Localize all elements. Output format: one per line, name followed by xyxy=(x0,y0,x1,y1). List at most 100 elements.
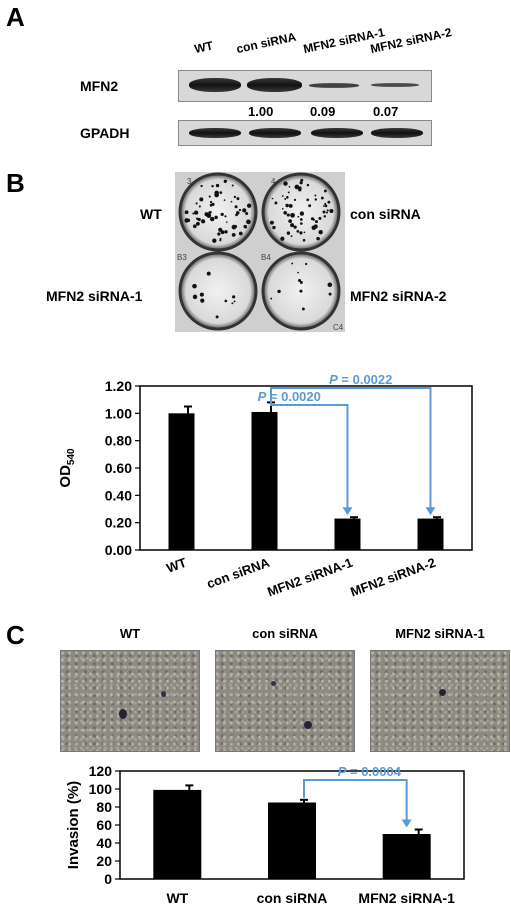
colony-dot xyxy=(199,292,204,297)
colony-dot xyxy=(288,219,293,223)
colony-dot xyxy=(192,212,195,215)
colony-dot xyxy=(272,225,276,230)
colony-dot xyxy=(274,201,278,205)
colony-dot xyxy=(284,198,287,200)
x-tick-label: con siRNA xyxy=(257,890,328,906)
colony-dot xyxy=(236,197,240,201)
image-label-con-sirna: con siRNA xyxy=(252,626,318,641)
colony-dot xyxy=(320,196,324,200)
y-tick-label: 80 xyxy=(96,799,112,815)
colony-dot xyxy=(326,209,329,212)
colony-dot xyxy=(286,213,290,217)
plate-mark: B3 xyxy=(177,253,187,262)
colony-dot xyxy=(198,205,201,208)
significance-arrowhead xyxy=(425,507,436,516)
colony-dot xyxy=(318,216,322,220)
plate-mark: 3 xyxy=(187,177,192,186)
colony-dot xyxy=(233,195,237,199)
colony-dot xyxy=(300,222,303,225)
colony-dot xyxy=(231,302,234,305)
bar-1 xyxy=(251,411,278,550)
colony-dot xyxy=(238,231,243,236)
p-value-label: P = 0.0022 xyxy=(329,372,392,387)
western-blot-mfn2 xyxy=(178,70,432,102)
stained-cell xyxy=(119,709,127,719)
well-label-mfn2-sirna-1: MFN2 siRNA-1 xyxy=(46,288,143,304)
colony-dot xyxy=(231,232,236,237)
colony-dot xyxy=(329,209,334,214)
colony-dot xyxy=(286,196,289,199)
ratio-con-sirna: 1.00 xyxy=(248,104,274,119)
colony-dot xyxy=(299,218,303,221)
colony-dot xyxy=(236,211,240,215)
significance-bracket xyxy=(270,387,432,510)
colony-dot xyxy=(297,215,300,218)
colony-dot xyxy=(281,207,284,210)
bar-3 xyxy=(417,518,444,550)
y-axis-label: Invasion (%) xyxy=(65,781,82,869)
significance-arrowhead xyxy=(401,819,412,828)
well-label-wt: WT xyxy=(140,206,162,222)
well-label-con-sirna: con siRNA xyxy=(350,206,421,222)
colony-dot xyxy=(244,226,248,229)
colony-dot xyxy=(290,235,293,237)
colony-dot xyxy=(223,199,226,202)
colony-dot xyxy=(301,307,305,311)
blot-row-label-gpadh: GPADH xyxy=(80,125,130,141)
colony-dot xyxy=(238,208,242,212)
blot-band xyxy=(371,83,419,87)
ratio-mfn2-sirna-1: 0.09 xyxy=(310,104,336,119)
bar-0 xyxy=(168,413,195,550)
colony-dot xyxy=(245,211,249,216)
colony-dot xyxy=(195,221,200,226)
colony-dot xyxy=(233,300,236,303)
colony-dot xyxy=(269,220,274,225)
colony-dot xyxy=(283,210,288,215)
colony-dot xyxy=(288,203,293,208)
colony-dot xyxy=(246,219,251,225)
x-tick-label: WT xyxy=(164,555,188,576)
colony-dot xyxy=(293,225,297,229)
y-tick-label: 0.20 xyxy=(105,515,132,531)
colony-dot xyxy=(230,200,233,203)
colony-dot xyxy=(217,232,221,236)
colony-dot xyxy=(208,195,211,198)
invasion-micrograph-mfn2-sirna-1 xyxy=(370,650,510,752)
y-tick-label: 0.40 xyxy=(105,487,132,503)
colony-dot xyxy=(323,215,327,218)
blot-band xyxy=(309,83,359,88)
lane-label-wt: WT xyxy=(193,38,215,56)
ratio-mfn2-sirna-2: 0.07 xyxy=(373,104,399,119)
y-tick-label: 0.60 xyxy=(105,460,132,476)
colony-dot xyxy=(297,271,299,274)
colony-dot xyxy=(215,183,220,188)
blot-band xyxy=(247,78,302,92)
colony-dot xyxy=(270,297,273,300)
blot-row-label-mfn2: MFN2 xyxy=(80,78,119,94)
bar-2 xyxy=(382,834,431,879)
p-value-label: P = 0.0004 xyxy=(338,764,402,779)
colony-dot xyxy=(326,211,328,214)
colony-dot xyxy=(232,295,236,299)
colony-dot xyxy=(204,212,209,217)
significance-bracket xyxy=(270,400,349,510)
colony-dot xyxy=(271,197,274,200)
colony-dot xyxy=(305,262,308,266)
panel-c-letter: C xyxy=(6,620,25,650)
colony-dot xyxy=(224,230,228,234)
colony-dot xyxy=(214,190,219,196)
colony-dot xyxy=(192,294,198,300)
western-blot-gpadh xyxy=(178,120,432,146)
colony-dot xyxy=(208,211,212,214)
y-tick-label: 1.20 xyxy=(105,378,132,394)
significance-bracket xyxy=(303,779,408,822)
colony-dot xyxy=(299,211,305,216)
colony-dot xyxy=(285,203,289,208)
blot-band xyxy=(189,78,241,92)
colony-dot xyxy=(327,282,333,288)
well-label-mfn2-sirna-2: MFN2 siRNA-2 xyxy=(350,288,447,304)
colony-dot xyxy=(299,181,303,185)
bar-0 xyxy=(153,789,202,879)
colony-dot xyxy=(212,238,217,243)
colony-dot xyxy=(219,239,222,242)
